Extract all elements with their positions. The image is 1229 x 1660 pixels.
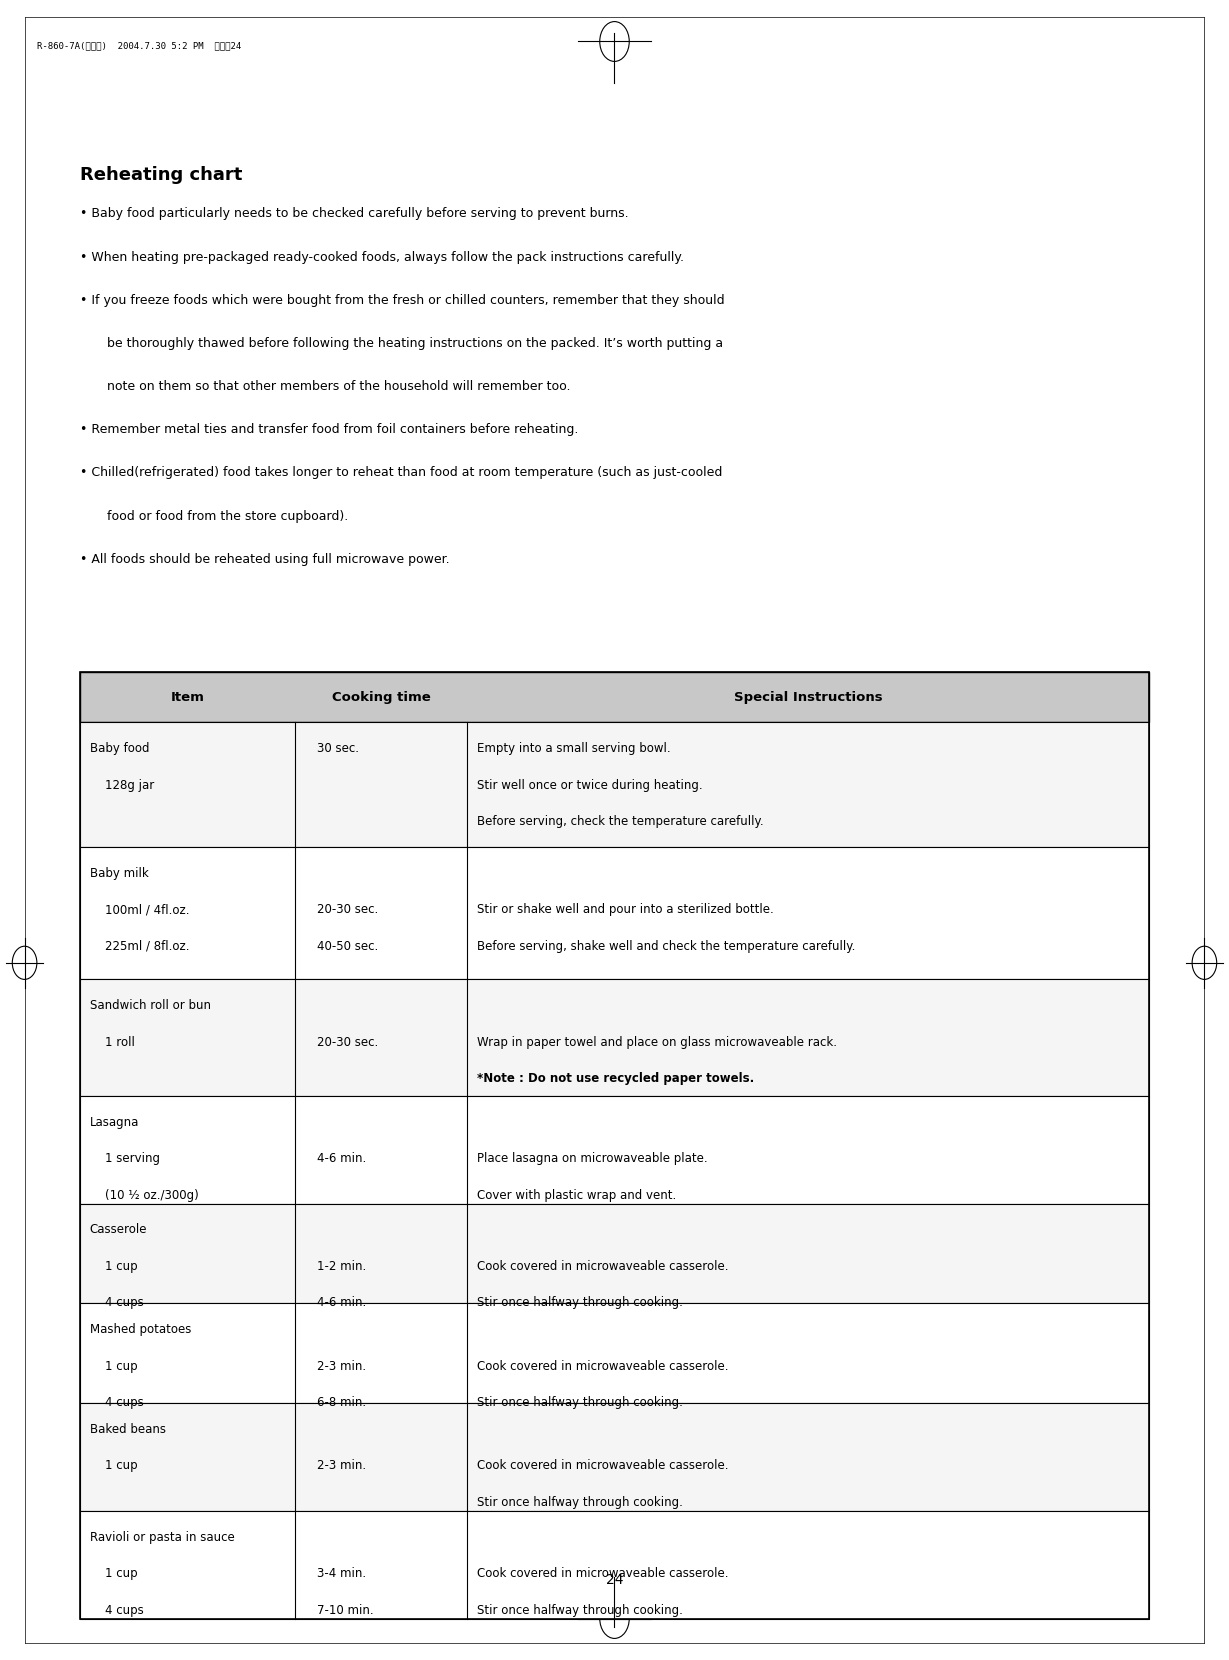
Text: Cover with plastic wrap and vent.: Cover with plastic wrap and vent. bbox=[477, 1189, 676, 1202]
Text: 1-2 min.: 1-2 min. bbox=[317, 1260, 366, 1273]
Text: • When heating pre-packaged ready-cooked foods, always follow the pack instructi: • When heating pre-packaged ready-cooked… bbox=[80, 251, 683, 264]
Text: Cook covered in microwaveable casserole.: Cook covered in microwaveable casserole. bbox=[477, 1260, 729, 1273]
Text: 3-4 min.: 3-4 min. bbox=[317, 1567, 366, 1580]
Text: 6-8 min.: 6-8 min. bbox=[317, 1396, 366, 1409]
Text: Stir or shake well and pour into a sterilized bottle.: Stir or shake well and pour into a steri… bbox=[477, 903, 773, 916]
Text: Stir once halfway through cooking.: Stir once halfway through cooking. bbox=[477, 1604, 683, 1617]
Text: 128g jar: 128g jar bbox=[90, 779, 154, 792]
Text: 4 cups: 4 cups bbox=[90, 1604, 144, 1617]
Text: Baby food: Baby food bbox=[90, 742, 149, 755]
Text: • Remember metal ties and transfer food from foil containers before reheating.: • Remember metal ties and transfer food … bbox=[80, 423, 579, 437]
Text: Mashed potatoes: Mashed potatoes bbox=[90, 1323, 190, 1336]
Text: • All foods should be reheated using full microwave power.: • All foods should be reheated using ful… bbox=[80, 553, 450, 566]
Text: be thoroughly thawed before following the heating instructions on the packed. It: be thoroughly thawed before following th… bbox=[95, 337, 723, 350]
Text: 30 sec.: 30 sec. bbox=[317, 742, 359, 755]
Text: Stir once halfway through cooking.: Stir once halfway through cooking. bbox=[477, 1296, 683, 1310]
Text: 225ml / 8fl.oz.: 225ml / 8fl.oz. bbox=[90, 940, 189, 953]
Text: Stir once halfway through cooking.: Stir once halfway through cooking. bbox=[477, 1496, 683, 1509]
Text: Empty into a small serving bowl.: Empty into a small serving bowl. bbox=[477, 742, 671, 755]
Text: 1 cup: 1 cup bbox=[90, 1459, 138, 1472]
Text: 1 cup: 1 cup bbox=[90, 1260, 138, 1273]
Text: Baby milk: Baby milk bbox=[90, 867, 149, 880]
Text: 1 cup: 1 cup bbox=[90, 1567, 138, 1580]
Text: Lasagna: Lasagna bbox=[90, 1116, 139, 1129]
FancyBboxPatch shape bbox=[80, 1096, 1149, 1204]
Text: Cook covered in microwaveable casserole.: Cook covered in microwaveable casserole. bbox=[477, 1567, 729, 1580]
Text: 4 cups: 4 cups bbox=[90, 1396, 144, 1409]
FancyBboxPatch shape bbox=[80, 1403, 1149, 1511]
Text: Item: Item bbox=[171, 691, 204, 704]
Text: 1 serving: 1 serving bbox=[90, 1152, 160, 1165]
Text: (10 ½ oz./300g): (10 ½ oz./300g) bbox=[90, 1189, 198, 1202]
Text: Place lasagna on microwaveable plate.: Place lasagna on microwaveable plate. bbox=[477, 1152, 708, 1165]
Text: Stir once halfway through cooking.: Stir once halfway through cooking. bbox=[477, 1396, 683, 1409]
FancyBboxPatch shape bbox=[80, 722, 1149, 847]
Text: Reheating chart: Reheating chart bbox=[80, 166, 242, 184]
Text: 7-10 min.: 7-10 min. bbox=[317, 1604, 374, 1617]
Text: Casserole: Casserole bbox=[90, 1223, 147, 1237]
FancyBboxPatch shape bbox=[80, 1204, 1149, 1303]
Text: Special Instructions: Special Instructions bbox=[734, 691, 882, 704]
FancyBboxPatch shape bbox=[80, 672, 1149, 722]
Text: Baked beans: Baked beans bbox=[90, 1423, 166, 1436]
FancyBboxPatch shape bbox=[80, 1303, 1149, 1403]
Text: Sandwich roll or bun: Sandwich roll or bun bbox=[90, 999, 210, 1013]
Text: 20-30 sec.: 20-30 sec. bbox=[317, 903, 379, 916]
Text: R-860-7A(영기분)  2004.7.30 5:2 PM  페이지24: R-860-7A(영기분) 2004.7.30 5:2 PM 페이지24 bbox=[37, 42, 241, 50]
Text: Cook covered in microwaveable casserole.: Cook covered in microwaveable casserole. bbox=[477, 1360, 729, 1373]
Text: 4 cups: 4 cups bbox=[90, 1296, 144, 1310]
Text: 24: 24 bbox=[606, 1574, 623, 1587]
Text: 100ml / 4fl.oz.: 100ml / 4fl.oz. bbox=[90, 903, 189, 916]
Text: Cooking time: Cooking time bbox=[332, 691, 430, 704]
FancyBboxPatch shape bbox=[80, 847, 1149, 979]
Text: • Baby food particularly needs to be checked carefully before serving to prevent: • Baby food particularly needs to be che… bbox=[80, 208, 628, 221]
Text: 2-3 min.: 2-3 min. bbox=[317, 1360, 366, 1373]
Text: Before serving, check the temperature carefully.: Before serving, check the temperature ca… bbox=[477, 815, 763, 828]
Text: 4-6 min.: 4-6 min. bbox=[317, 1152, 366, 1165]
Text: Before serving, shake well and check the temperature carefully.: Before serving, shake well and check the… bbox=[477, 940, 855, 953]
Text: food or food from the store cupboard).: food or food from the store cupboard). bbox=[95, 510, 348, 523]
Text: 4-6 min.: 4-6 min. bbox=[317, 1296, 366, 1310]
Text: • If you freeze foods which were bought from the fresh or chilled counters, reme: • If you freeze foods which were bought … bbox=[80, 294, 725, 307]
Text: • Chilled(refrigerated) food takes longer to reheat than food at room temperatur: • Chilled(refrigerated) food takes longe… bbox=[80, 466, 723, 480]
Text: 1 roll: 1 roll bbox=[90, 1036, 135, 1049]
FancyBboxPatch shape bbox=[80, 979, 1149, 1096]
Text: *Note : Do not use recycled paper towels.: *Note : Do not use recycled paper towels… bbox=[477, 1072, 755, 1086]
Text: note on them so that other members of the household will remember too.: note on them so that other members of th… bbox=[95, 380, 570, 393]
Text: Wrap in paper towel and place on glass microwaveable rack.: Wrap in paper towel and place on glass m… bbox=[477, 1036, 837, 1049]
Text: 20-30 sec.: 20-30 sec. bbox=[317, 1036, 379, 1049]
Text: Stir well once or twice during heating.: Stir well once or twice during heating. bbox=[477, 779, 703, 792]
Text: 40-50 sec.: 40-50 sec. bbox=[317, 940, 379, 953]
Text: 1 cup: 1 cup bbox=[90, 1360, 138, 1373]
Text: Cook covered in microwaveable casserole.: Cook covered in microwaveable casserole. bbox=[477, 1459, 729, 1472]
Text: 2-3 min.: 2-3 min. bbox=[317, 1459, 366, 1472]
FancyBboxPatch shape bbox=[80, 1511, 1149, 1618]
Text: Ravioli or pasta in sauce: Ravioli or pasta in sauce bbox=[90, 1531, 235, 1544]
